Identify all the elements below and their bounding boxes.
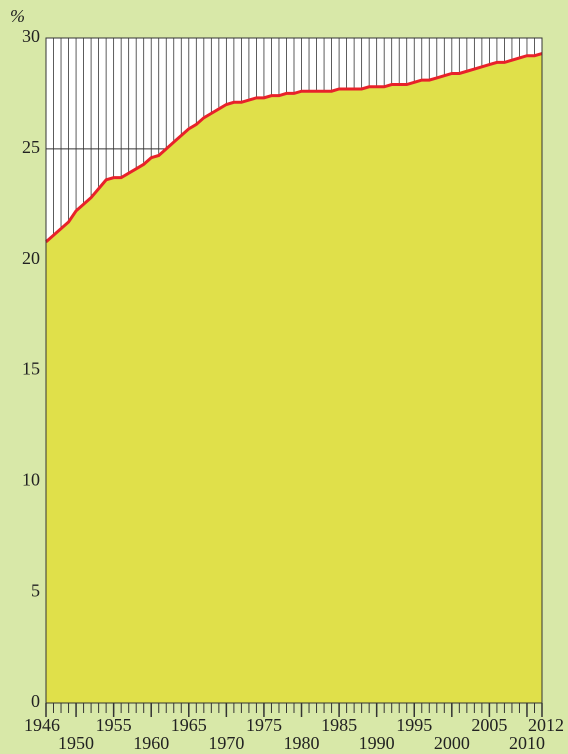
- x-tick-label: 1990: [359, 733, 395, 753]
- y-tick-label: 10: [22, 469, 40, 489]
- x-tick-label: 1950: [58, 733, 94, 753]
- x-tick-label: 1980: [284, 733, 320, 753]
- y-axis-label: %: [10, 6, 25, 26]
- y-tick-label: 0: [31, 691, 40, 711]
- y-tick-label: 25: [22, 137, 40, 157]
- x-tick-label: 1955: [96, 715, 132, 735]
- x-tick-label: 2000: [434, 733, 470, 753]
- y-tick-label: 20: [22, 248, 40, 268]
- y-tick-label: 15: [22, 359, 40, 379]
- y-tick-label: 30: [22, 26, 40, 46]
- x-tick-label: 1970: [208, 733, 244, 753]
- x-tick-label: 2012: [528, 715, 564, 735]
- x-tick-label: 1985: [321, 715, 357, 735]
- x-tick-label: 1960: [133, 733, 169, 753]
- line: [45, 52, 543, 244]
- x-tick-label: 1995: [396, 715, 432, 735]
- x-tick-label: 1975: [246, 715, 282, 735]
- y-tick-label: 5: [31, 580, 40, 600]
- area: [46, 53, 542, 704]
- x-tick-label: 2005: [471, 715, 507, 735]
- x-tick-label: 2010: [509, 733, 545, 753]
- x-tick-label: 1965: [171, 715, 207, 735]
- x-tick-label: 1946: [24, 715, 60, 735]
